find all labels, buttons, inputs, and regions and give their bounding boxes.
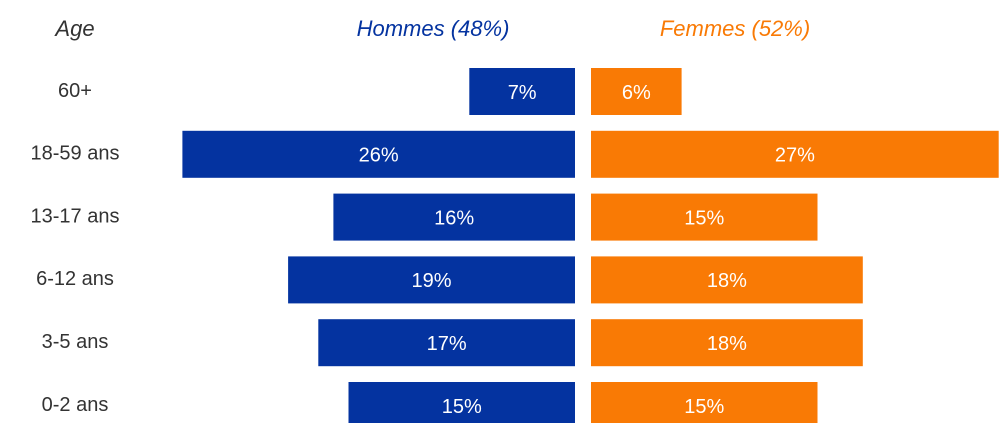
data-label: 18% bbox=[707, 333, 747, 355]
data-label: 15% bbox=[684, 396, 724, 418]
bar bbox=[591, 319, 863, 367]
y-tick-label: 0-2 ans bbox=[42, 394, 109, 416]
data-label: 16% bbox=[434, 207, 474, 229]
bar bbox=[318, 319, 575, 367]
bar bbox=[591, 68, 682, 115]
y-tick-label: 18-59 ans bbox=[31, 143, 120, 165]
bar bbox=[591, 256, 863, 304]
legend-label: Femmes (52%) bbox=[660, 16, 810, 41]
data-label: 6% bbox=[622, 82, 651, 104]
data-label: 15% bbox=[684, 207, 724, 229]
bar bbox=[591, 193, 818, 241]
y-tick-label: 3-5 ans bbox=[42, 331, 109, 353]
data-label: 19% bbox=[412, 270, 452, 292]
legend-label: Hommes (48%) bbox=[357, 16, 510, 41]
data-label: 18% bbox=[707, 270, 747, 292]
bar bbox=[182, 130, 575, 178]
bar bbox=[591, 382, 818, 423]
bar bbox=[591, 130, 999, 178]
data-label: 15% bbox=[442, 396, 482, 418]
bar bbox=[333, 193, 575, 241]
data-label: 7% bbox=[508, 82, 537, 104]
y-tick-label: 13-17 ans bbox=[31, 205, 120, 227]
data-label: 17% bbox=[427, 333, 467, 355]
y-tick-label: 6-12 ans bbox=[36, 268, 114, 290]
axis-label: Age bbox=[53, 16, 94, 41]
bar bbox=[348, 382, 575, 423]
y-tick-label: 60+ bbox=[58, 80, 92, 102]
data-label: 27% bbox=[775, 145, 815, 167]
data-label: 26% bbox=[359, 145, 399, 167]
bar bbox=[288, 256, 575, 304]
bar bbox=[469, 68, 575, 115]
